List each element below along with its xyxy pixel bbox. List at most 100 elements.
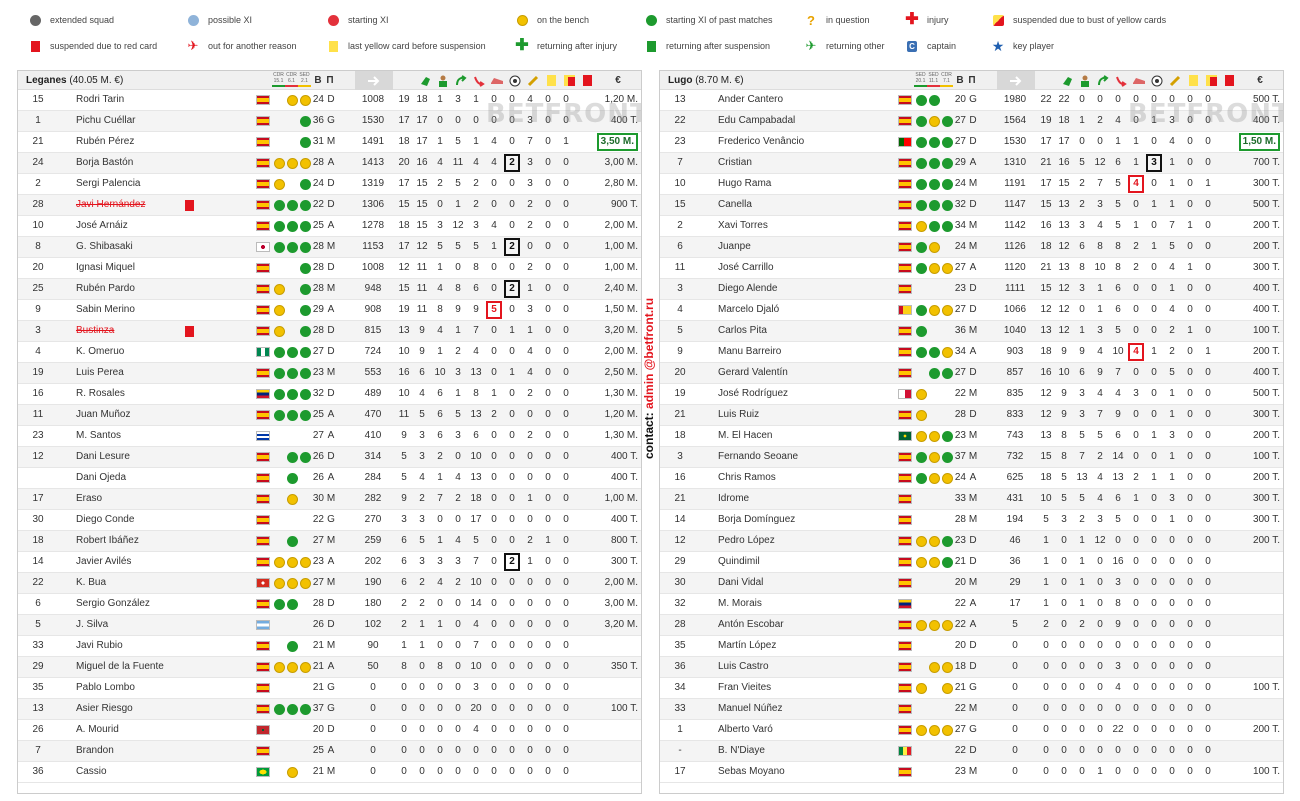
player-row[interactable]: 7 Cristian 29 A 1310 21 16 5 12 6 1 3 1 0 0 700 T.	[660, 153, 1283, 174]
player-name[interactable]: Cassio	[76, 766, 107, 777]
player-name[interactable]: Dani Vidal	[718, 577, 764, 588]
ball-icon[interactable]	[1149, 71, 1165, 90]
player-row[interactable]: 10 José Arnáiz 25 A 1278 18 15 3 12 3 4 0 2 0 0 2,00 M.	[18, 216, 641, 237]
boot-icon[interactable]	[489, 71, 505, 90]
player-row[interactable]: 25 Rubén Pardo 28 M 948 15 11 4 8 6 0 2 1 0 0 2,40 M.	[18, 279, 641, 300]
player-row[interactable]: 3 Fernando Seoane 37 M 732 15 8 7 2 14 0 0 1 0 0 100 T.	[660, 447, 1283, 468]
player-name[interactable]: Robert Ibáñez	[76, 535, 139, 546]
sort-arrow-icon[interactable]	[997, 71, 1035, 90]
ball-icon[interactable]	[507, 71, 523, 90]
player-name[interactable]: Fran Vieites	[718, 682, 772, 693]
contact-email[interactable]: admin @betfront.ru	[642, 297, 656, 409]
player-name[interactable]: Sebas Moyano	[718, 766, 785, 777]
player-row[interactable]: 24 Borja Bastón 28 A 1413 20 16 4 11 4 4 2 3 0 0 3,00 M…	[18, 153, 641, 174]
player-name[interactable]: Quindimil	[718, 556, 760, 567]
player-name[interactable]: Ander Cantero	[718, 94, 784, 105]
player-name[interactable]: Frederico Venâncio	[718, 136, 805, 147]
sub-in-icon[interactable]	[453, 71, 469, 90]
player-name[interactable]: M. El Hacen	[718, 430, 773, 441]
player-name[interactable]: Gerard Valentín	[718, 367, 788, 378]
player-name[interactable]: Diego Alende	[718, 283, 778, 294]
player-row[interactable]: 10 Hugo Rama 24 M 1191 17 15 2 7 5 4 0 1 0 1 300 T.	[660, 174, 1283, 195]
player-row[interactable]: 16 Chris Ramos 24 A 625 18 5 13 4 13 2 1 1 0 0 200 T.	[660, 468, 1283, 489]
player-icon[interactable]	[1077, 71, 1093, 90]
player-row[interactable]: 5 J. Silva 26 D 102 2 1 1 0 4 0 0 0 0 0 3,20 M.	[18, 615, 641, 636]
player-row[interactable]: 9 Sabin Merino 29 A 908 19 11 8 9 9 5 0 3 0 0 1,50 M.	[18, 300, 641, 321]
player-row[interactable]: 2 Sergi Palencia 24 D 1319 17 15 2 5 2 0 0 3 0 0 2,80 M…	[18, 174, 641, 195]
player-name[interactable]: Sabin Merino	[76, 304, 135, 315]
position-column-header[interactable]: П	[326, 75, 334, 86]
player-row[interactable]: 26 A. Mourid 20 D 0 0 0 0 0 4 0 0 0 0 0	[18, 720, 641, 741]
player-name[interactable]: Fernando Seoane	[718, 451, 799, 462]
player-name[interactable]: Rubén Pérez	[76, 136, 135, 147]
player-name[interactable]: Antón Escobar	[718, 619, 784, 630]
yellow-red-card-icon[interactable]	[1203, 71, 1219, 90]
player-row[interactable]: 19 José Rodríguez 22 M 835 12 9 3 4 4 3 0 1 0 0 500 T.	[660, 384, 1283, 405]
player-name[interactable]: José Rodríguez	[718, 388, 789, 399]
player-name[interactable]: Alberto Varó	[718, 724, 773, 735]
player-row[interactable]: 13 Ander Cantero 20 G 1980 22 22 0 0 0 0 0 0 0 0 500 T.	[660, 90, 1283, 111]
red-card-icon[interactable]	[1221, 71, 1237, 90]
player-row[interactable]: 23 M. Santos 27 A 410 9 3 6 3 6 0 0 2 0 0 1,30 M.	[18, 426, 641, 447]
player-row[interactable]: 20 Gerard Valentín 27 D 857 16 10 6 9 7 0 0 5 0 0 400 T…	[660, 363, 1283, 384]
player-row[interactable]: 17 Sebas Moyano 23 M 0 0 0 0 1 0 0 0 0 0 0 100 T.	[660, 762, 1283, 783]
player-name[interactable]: Diego Conde	[76, 514, 135, 525]
player-row[interactable]: 35 Pablo Lombo 21 G 0 0 0 0 0 3 0 0 0 0 0	[18, 678, 641, 699]
player-name[interactable]: G. Shibasaki	[76, 241, 133, 252]
player-row[interactable]: 8 G. Shibasaki 28 M 1153 17 12 5 5 5 1 2 0 0 0 1,00 M.	[18, 237, 641, 258]
age-column-header[interactable]: B	[956, 75, 964, 86]
player-name[interactable]: Rubén Pardo	[76, 283, 135, 294]
player-name[interactable]: Borja Bastón	[76, 157, 134, 168]
player-row[interactable]: 3 Diego Alende 23 D 1111 15 12 3 1 6 0 0 1 0 0 400 T.	[660, 279, 1283, 300]
player-row[interactable]: 20 Ignasi Miquel 28 D 1008 12 11 1 0 8 0 0 2 0 0 1,00 M…	[18, 258, 641, 279]
player-name[interactable]: Marcelo Djaló	[718, 304, 780, 315]
player-row[interactable]: 18 M. El Hacen 23 M 743 13 8 5 5 6 0 1 3 0 0 200 T.	[660, 426, 1283, 447]
sort-arrow-icon[interactable]	[355, 71, 393, 90]
value-column-header[interactable]: €	[615, 75, 621, 86]
player-name[interactable]: Manu Barreiro	[718, 346, 782, 357]
player-name[interactable]: R. Rosales	[76, 388, 125, 399]
player-row[interactable]: 28 Antón Escobar 22 A 5 2 0 2 0 9 0 0 0 0 0	[660, 615, 1283, 636]
player-row[interactable]: 14 Javier Avilés 23 A 202 6 3 3 3 7 0 2 1 0 0 300 T.	[18, 552, 641, 573]
player-row[interactable]: 30 Dani Vidal 20 M 29 1 0 1 0 3 0 0 0 0 0	[660, 573, 1283, 594]
player-name[interactable]: K. Bua	[76, 577, 107, 588]
player-name[interactable]: Dani Lesure	[76, 451, 130, 462]
player-name[interactable]: Javier Avilés	[76, 556, 132, 567]
green-boot-icon[interactable]	[1059, 71, 1075, 90]
player-name[interactable]: A. Mourid	[76, 724, 119, 735]
player-row[interactable]: 5 Carlos Pita 36 M 1040 13 12 1 3 5 0 0 2 1 0 100 T.	[660, 321, 1283, 342]
player-row[interactable]: 36 Cassio 21 M 0 0 0 0 0 0 0 0 0 0 0	[18, 762, 641, 783]
player-row[interactable]: 1 Pichu Cuéllar 36 G 1530 17 17 0 0 0 0 0 3 0 0 400 T.	[18, 111, 641, 132]
player-row[interactable]: 15 Rodri Tarin 24 D 1008 19 18 1 3 1 0 0 4 0 0 1,20 M.	[18, 90, 641, 111]
yellow-card-icon[interactable]	[1185, 71, 1201, 90]
player-row[interactable]: 17 Eraso 30 M 282 9 2 7 2 18 0 0 1 0 0 1,00 M.	[18, 489, 641, 510]
player-row[interactable]: 1 Alberto Varó 27 G 0 0 0 0 0 22 0 0 0 0 0 200 T.	[660, 720, 1283, 741]
player-name[interactable]: Luis Perea	[76, 367, 124, 378]
boot-icon[interactable]	[1131, 71, 1147, 90]
player-name[interactable]: M. Santos	[76, 430, 122, 441]
player-name[interactable]: Bustinza	[76, 325, 115, 336]
player-name[interactable]: Miguel de la Fuente	[76, 661, 164, 672]
player-row[interactable]: 9 Manu Barreiro 34 A 903 18 9 9 4 10 4 1 2 0 1 200 T.	[660, 342, 1283, 363]
player-row[interactable]: 15 Canella 32 D 1147 15 13 2 3 5 0 1 1 0 0 500 T.	[660, 195, 1283, 216]
green-boot-icon[interactable]	[417, 71, 433, 90]
player-row[interactable]: 33 Manuel Núñez 22 M 0 0 0 0 0 0 0 0 0 0 0	[660, 699, 1283, 720]
player-row[interactable]: 3 Bustinza 28 D 815 13 9 4 1 7 0 1 1 0 0 3,20 M.	[18, 321, 641, 342]
player-name[interactable]: Luis Ruiz	[718, 409, 760, 420]
player-row[interactable]: 18 Robert Ibáñez 27 M 259 6 5 1 4 5 0 0 2 1 0 800 T.	[18, 531, 641, 552]
player-row[interactable]: 34 Fran Vieites 21 G 0 0 0 0 0 4 0 0 0 0 0 100 T.	[660, 678, 1283, 699]
player-row[interactable]: 29 Quindimil 21 D 36 1 0 1 0 16 0 0 0 0 0	[660, 552, 1283, 573]
player-row[interactable]: 13 Asier Riesgo 37 G 0 0 0 0 0 20 0 0 0 0 0 100 T.	[18, 699, 641, 720]
player-row[interactable]: 12 Pedro López 23 D 46 1 0 1 12 0 0 0 0 0 0 200 T.	[660, 531, 1283, 552]
player-name[interactable]: Borja Domínguez	[718, 514, 796, 525]
sub-out-icon[interactable]	[1113, 71, 1129, 90]
player-row[interactable]: 4 Marcelo Djaló 27 D 1066 12 12 0 1 6 0 0 4 0 0 400 T.	[660, 300, 1283, 321]
player-name[interactable]: Xavi Torres	[718, 220, 768, 231]
player-name[interactable]: Luis Castro	[718, 661, 769, 672]
player-name[interactable]: Manuel Núñez	[718, 703, 783, 714]
player-row[interactable]: 22 Edu Campabadal 27 D 1564 19 18 1 2 4 0 1 3 0 0 400 T…	[660, 111, 1283, 132]
player-name[interactable]: Eraso	[76, 493, 103, 504]
player-name[interactable]: Chris Ramos	[718, 472, 776, 483]
player-row[interactable]: 2 Xavi Torres 34 M 1142 16 13 3 4 5 1 0 7 1 0 200 T.	[660, 216, 1283, 237]
player-name[interactable]: Ignasi Miquel	[76, 262, 135, 273]
